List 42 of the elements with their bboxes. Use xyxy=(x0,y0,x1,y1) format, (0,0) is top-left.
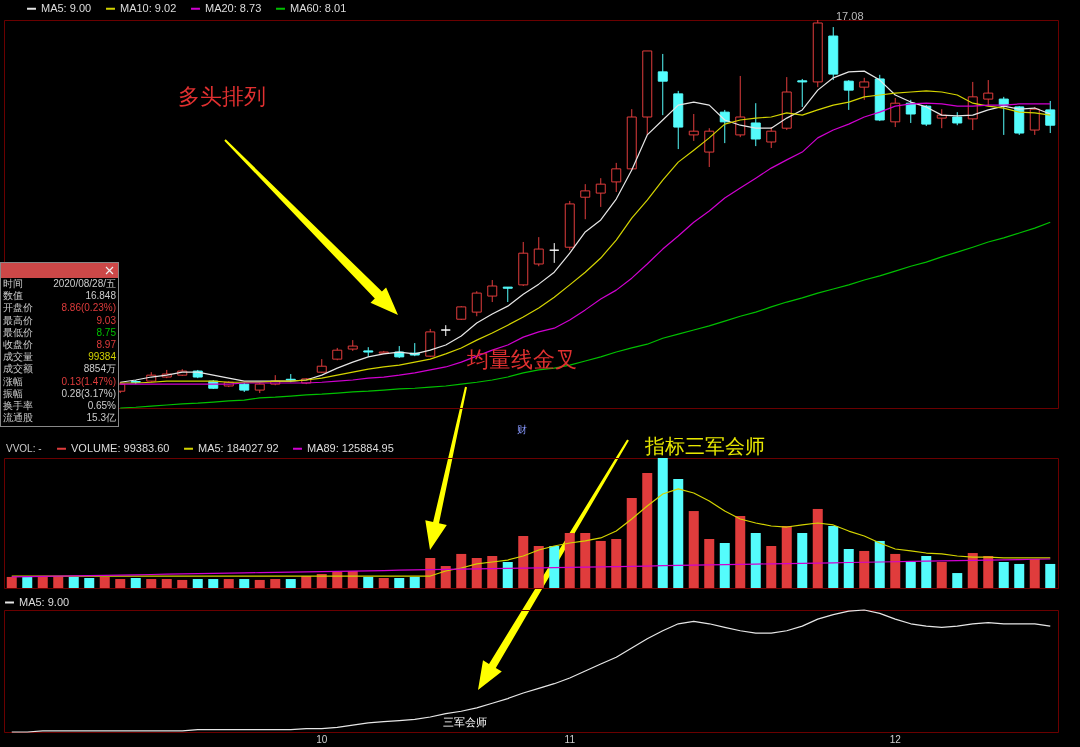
annotation: 9.03 xyxy=(96,314,116,327)
legend-label: VOLUME: 99383.60 xyxy=(71,441,170,454)
legend-label: MA60: 8.01 xyxy=(290,1,347,14)
annotation: 多头排列 xyxy=(178,84,266,109)
legend-label: MA5: 9.00 xyxy=(19,595,70,608)
annotation: 开盘价 xyxy=(3,302,33,315)
text: 指标三军会师 xyxy=(644,435,765,457)
annotation: 成交额 xyxy=(3,363,33,376)
legend-label: MA10: 9.02 xyxy=(120,1,177,14)
annotation: 8854万 xyxy=(83,363,116,376)
text: 换手率 xyxy=(3,399,33,412)
annotation: 涨幅 xyxy=(3,375,23,388)
annotation: 0.13(1.47%) xyxy=(61,375,116,388)
annotation: 8.86(0.23%) xyxy=(61,302,116,315)
text: 15.3亿 xyxy=(86,412,116,425)
annotation: 16.848 xyxy=(85,290,116,303)
annotation: 0.28(3.17%) xyxy=(61,387,116,400)
text: 财 xyxy=(517,424,527,435)
x-tick-label: 11 xyxy=(564,733,576,745)
annotation: 三军会师 xyxy=(443,716,487,728)
annotation: 收盘价 xyxy=(3,338,33,351)
annotation: 99384 xyxy=(88,351,116,364)
annotation: 成交量 xyxy=(3,351,33,363)
x-tick-label: 10 xyxy=(316,733,328,745)
text: VVOL: - xyxy=(6,443,42,454)
annotation: 2020/08/28/五 xyxy=(53,278,116,291)
text: 0.65% xyxy=(87,399,116,413)
annotation: 振幅 xyxy=(3,387,23,400)
text: 流通股 xyxy=(3,412,33,425)
x-tick-label: 12 xyxy=(889,733,902,745)
annotation: 8.75 xyxy=(96,326,116,339)
legend-label: MA89: 125884.95 xyxy=(307,441,394,454)
annotation: 均量线金叉 xyxy=(466,347,577,372)
annotation: 8.97 xyxy=(96,338,116,352)
legend-label: MA5: 9.00 xyxy=(41,1,92,14)
annotation: 17.08 xyxy=(836,10,864,22)
annotation: 最高价 xyxy=(3,314,33,327)
legend-label: MA5: 184027.92 xyxy=(198,441,279,454)
legend-label: MA20: 8.73 xyxy=(205,1,262,14)
annotation: 时间 xyxy=(3,278,23,291)
annotation: 最低价 xyxy=(3,326,33,339)
annotation: 数值 xyxy=(3,290,23,303)
